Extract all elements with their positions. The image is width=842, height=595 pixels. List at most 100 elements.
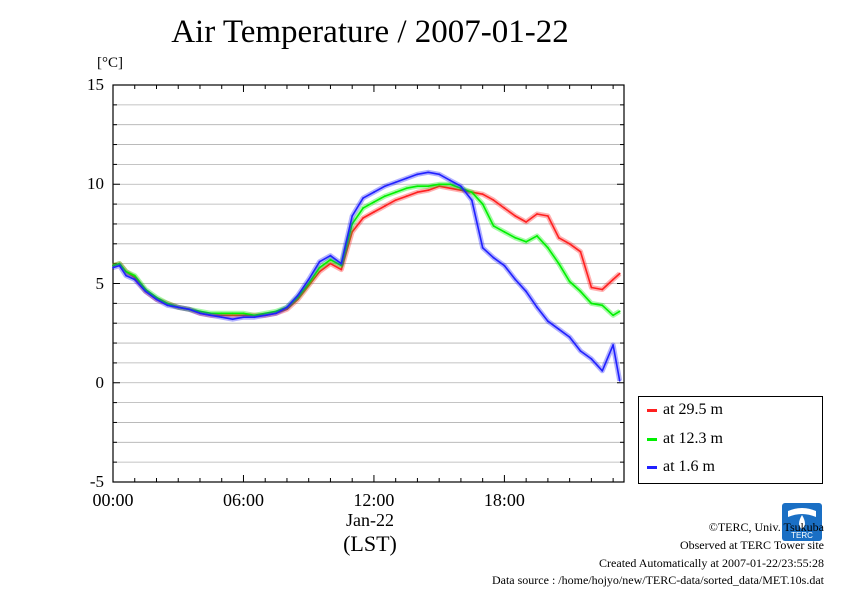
data-point <box>503 207 506 209</box>
data-point <box>220 316 223 319</box>
data-point <box>177 306 180 309</box>
y-axis-unit-label: [°C] <box>97 55 123 71</box>
data-point <box>383 185 386 188</box>
data-point <box>601 288 604 291</box>
data-point <box>231 312 234 315</box>
data-point <box>568 280 571 283</box>
data-point <box>525 240 528 243</box>
data-point <box>590 302 593 305</box>
data-point <box>264 312 267 315</box>
data-point <box>220 312 223 315</box>
credit-created: Created Automatically at 2007-01-22/23:5… <box>599 556 824 570</box>
data-point <box>188 308 191 311</box>
x-tick-label: 00:00 <box>92 490 134 510</box>
data-point <box>481 193 484 196</box>
data-point <box>427 189 430 192</box>
data-point <box>460 185 462 188</box>
data-point <box>307 282 310 285</box>
y-tick-label: 5 <box>95 273 105 293</box>
data-point <box>296 298 299 301</box>
data-point <box>460 189 462 192</box>
data-point <box>242 314 245 317</box>
data-point <box>351 223 354 225</box>
data-point <box>253 314 256 317</box>
data-point <box>481 246 484 249</box>
data-point <box>144 290 147 293</box>
data-point <box>340 262 343 265</box>
data-point <box>199 312 201 315</box>
data-point <box>264 314 267 317</box>
data-point <box>340 264 343 267</box>
data-point <box>329 258 332 261</box>
data-point <box>557 262 560 265</box>
data-point <box>405 187 408 190</box>
data-point <box>612 314 615 317</box>
data-point <box>329 262 332 265</box>
y-tick-label: -5 <box>89 472 104 491</box>
data-point <box>416 173 419 176</box>
data-point <box>536 306 538 309</box>
data-point <box>373 211 375 213</box>
data-point <box>155 296 158 299</box>
data-point <box>481 203 484 206</box>
data-point <box>579 250 582 253</box>
data-point <box>590 358 593 360</box>
y-tick-label: 10 <box>87 174 104 194</box>
legend-swatch-blue <box>647 465 657 469</box>
chart-legend: at 29.5 m at 12.3 m at 1.6 m <box>638 396 823 484</box>
data-point <box>503 230 506 233</box>
data-point <box>275 310 277 313</box>
data-point <box>362 207 364 209</box>
data-point <box>438 183 441 186</box>
x-tick-label: 12:00 <box>353 490 395 510</box>
data-point <box>492 256 495 259</box>
data-point <box>318 270 321 273</box>
terc-logo-icon: TERC <box>782 503 822 541</box>
data-point <box>318 260 321 263</box>
legend-swatch-green <box>647 437 657 441</box>
chart-title: Air Temperature / 2007-01-22 <box>171 14 569 50</box>
data-point <box>405 195 408 198</box>
y-tick-label: 15 <box>87 75 104 94</box>
data-point <box>286 308 288 311</box>
data-point <box>449 183 451 186</box>
y-tick-label: 0 <box>95 372 105 392</box>
data-point <box>383 205 386 207</box>
data-point <box>166 302 169 305</box>
data-point <box>275 312 277 315</box>
data-point <box>112 264 114 267</box>
x-tick-label: 18:00 <box>483 490 525 510</box>
x-axis-label: (LST) <box>343 531 397 556</box>
data-point <box>199 310 201 313</box>
data-point <box>416 191 419 194</box>
x-axis-date-label: Jan-22 <box>346 510 394 530</box>
data-point <box>525 221 528 223</box>
data-point <box>438 173 441 176</box>
legend-label: at 1.6 m <box>663 458 715 475</box>
data-point <box>579 350 582 352</box>
legend-item-1-6m: at 1.6 m <box>647 458 715 478</box>
data-point <box>514 278 517 281</box>
data-point <box>118 262 121 265</box>
data-point <box>394 191 397 194</box>
data-point <box>286 306 288 309</box>
data-point <box>209 312 212 315</box>
data-point <box>231 314 234 317</box>
data-point <box>618 310 621 313</box>
data-point <box>449 179 451 182</box>
credit-copyright: ©TERC, Univ. Tsukuba <box>708 520 824 534</box>
data-point <box>416 185 419 188</box>
data-point <box>166 304 169 307</box>
data-point <box>525 290 528 293</box>
data-point <box>362 197 364 200</box>
data-point <box>362 217 364 219</box>
data-point <box>318 266 321 269</box>
data-point <box>590 286 593 289</box>
data-point <box>546 320 549 323</box>
data-point <box>118 264 121 267</box>
data-point <box>296 294 299 297</box>
data-point <box>612 344 615 346</box>
data-point <box>612 278 615 281</box>
data-point <box>394 181 397 184</box>
